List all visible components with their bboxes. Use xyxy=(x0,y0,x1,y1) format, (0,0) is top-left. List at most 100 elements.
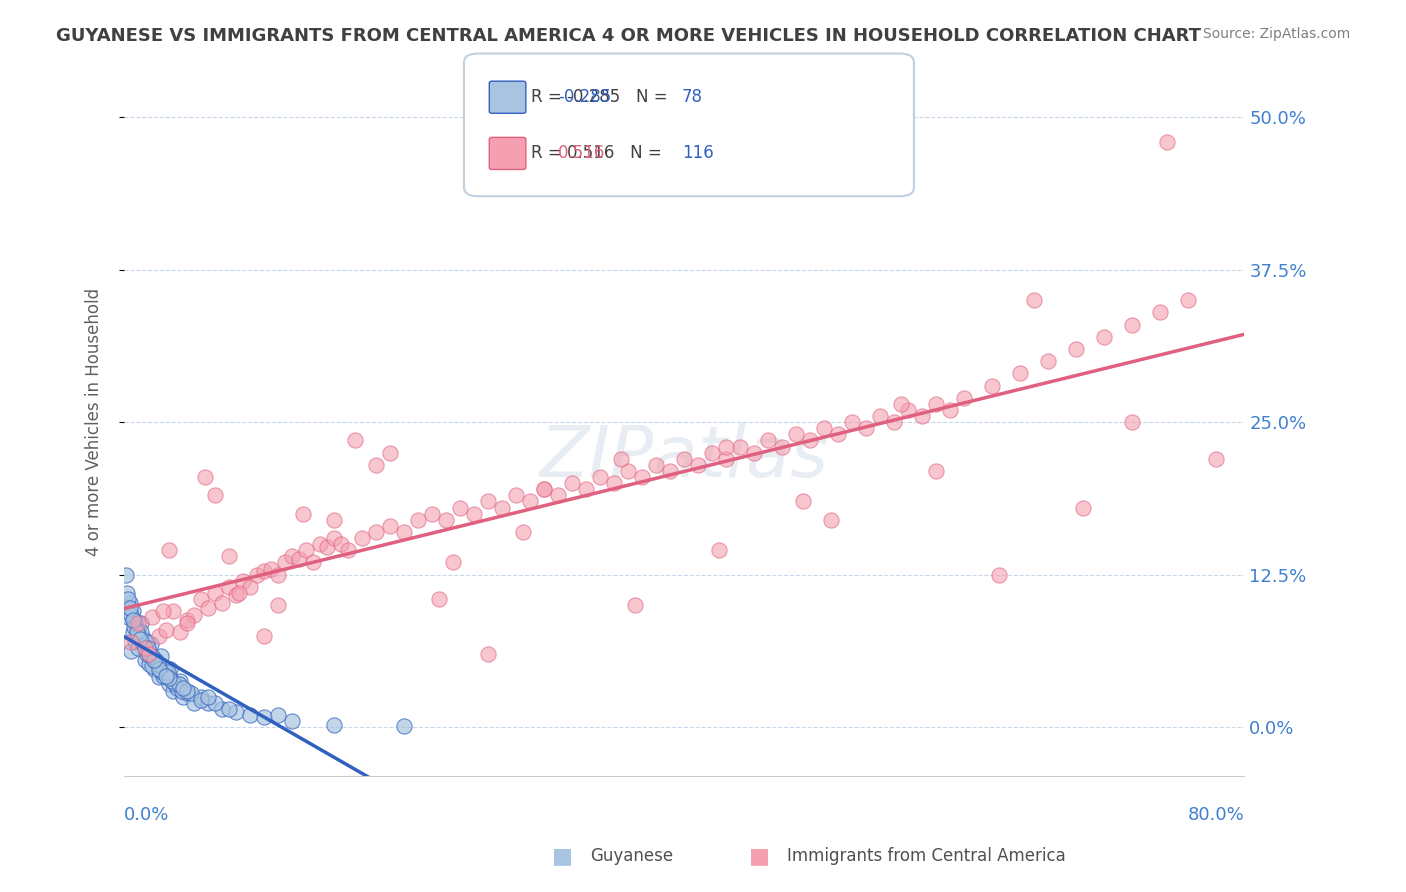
Point xyxy=(253,564,276,578)
Point xyxy=(204,488,226,502)
Point xyxy=(1092,330,1115,344)
Point xyxy=(366,458,388,472)
Point xyxy=(441,556,464,570)
Point xyxy=(688,458,710,472)
Point xyxy=(709,543,731,558)
Point xyxy=(953,391,976,405)
Point xyxy=(295,543,318,558)
Point xyxy=(883,415,905,429)
Point xyxy=(925,397,948,411)
Point xyxy=(162,604,184,618)
Point xyxy=(427,592,450,607)
Point xyxy=(190,693,212,707)
Point xyxy=(561,476,583,491)
Point xyxy=(125,623,148,637)
Point xyxy=(124,633,146,648)
Point xyxy=(167,677,190,691)
Point xyxy=(792,494,814,508)
Point xyxy=(152,669,174,683)
Point xyxy=(253,710,276,724)
Point xyxy=(799,434,821,448)
Point xyxy=(673,451,696,466)
Point xyxy=(406,513,429,527)
Point xyxy=(134,640,156,655)
Point xyxy=(352,531,374,545)
Point xyxy=(218,549,240,564)
Point xyxy=(197,696,219,710)
Point xyxy=(1066,342,1088,356)
Point xyxy=(1156,135,1178,149)
Point xyxy=(129,624,152,639)
Point xyxy=(228,586,250,600)
Point xyxy=(141,610,163,624)
Text: ■: ■ xyxy=(749,847,769,866)
Point xyxy=(911,409,934,423)
Point xyxy=(756,434,779,448)
Point xyxy=(142,653,165,667)
Point xyxy=(162,683,184,698)
Point xyxy=(1121,318,1143,332)
Point xyxy=(380,445,402,459)
Point xyxy=(138,657,160,671)
Text: 78: 78 xyxy=(682,88,703,106)
Point xyxy=(702,445,724,459)
Point xyxy=(134,640,156,655)
Point xyxy=(127,640,149,655)
Point xyxy=(183,607,205,622)
Point xyxy=(148,670,170,684)
Point xyxy=(172,690,194,704)
Point xyxy=(533,483,555,497)
Point xyxy=(645,458,668,472)
Point xyxy=(120,607,142,622)
Point xyxy=(323,513,346,527)
Point xyxy=(855,421,877,435)
Point xyxy=(323,531,346,545)
Point xyxy=(128,629,150,643)
Point xyxy=(1149,305,1171,319)
Point xyxy=(169,673,191,688)
Point xyxy=(225,706,247,720)
Point xyxy=(155,665,177,680)
Text: GUYANESE VS IMMIGRANTS FROM CENTRAL AMERICA 4 OR MORE VEHICLES IN HOUSEHOLD CORR: GUYANESE VS IMMIGRANTS FROM CENTRAL AMER… xyxy=(56,27,1201,45)
Point xyxy=(138,647,160,661)
Point xyxy=(337,543,360,558)
Point xyxy=(143,653,166,667)
Text: Immigrants from Central America: Immigrants from Central America xyxy=(787,847,1066,865)
Text: 0.0%: 0.0% xyxy=(124,806,170,824)
Point xyxy=(135,647,157,661)
Point xyxy=(138,647,160,661)
Point xyxy=(785,427,807,442)
Point xyxy=(869,409,891,423)
Point xyxy=(281,714,304,728)
Point xyxy=(141,649,163,664)
Point xyxy=(129,616,152,631)
Point xyxy=(124,616,146,631)
Point xyxy=(253,629,276,643)
Point xyxy=(624,598,647,612)
Point xyxy=(211,702,233,716)
Point xyxy=(204,696,226,710)
Text: 80.0%: 80.0% xyxy=(1188,806,1244,824)
Text: Source: ZipAtlas.com: Source: ZipAtlas.com xyxy=(1202,27,1350,41)
Point xyxy=(114,567,136,582)
Point xyxy=(288,551,311,566)
Text: 0.516: 0.516 xyxy=(558,145,606,162)
Point xyxy=(172,681,194,695)
Point xyxy=(132,632,155,647)
Point xyxy=(176,686,198,700)
Point xyxy=(145,653,167,667)
Point xyxy=(157,543,180,558)
Point xyxy=(292,507,315,521)
Point xyxy=(323,717,346,731)
Point xyxy=(716,451,738,466)
Point xyxy=(176,616,198,631)
Point xyxy=(153,661,176,675)
Point xyxy=(267,707,290,722)
Point xyxy=(309,537,332,551)
Point xyxy=(617,464,640,478)
Point xyxy=(981,378,1004,392)
Point xyxy=(127,629,149,643)
Point xyxy=(239,707,262,722)
Point xyxy=(218,580,240,594)
Point xyxy=(118,600,141,615)
